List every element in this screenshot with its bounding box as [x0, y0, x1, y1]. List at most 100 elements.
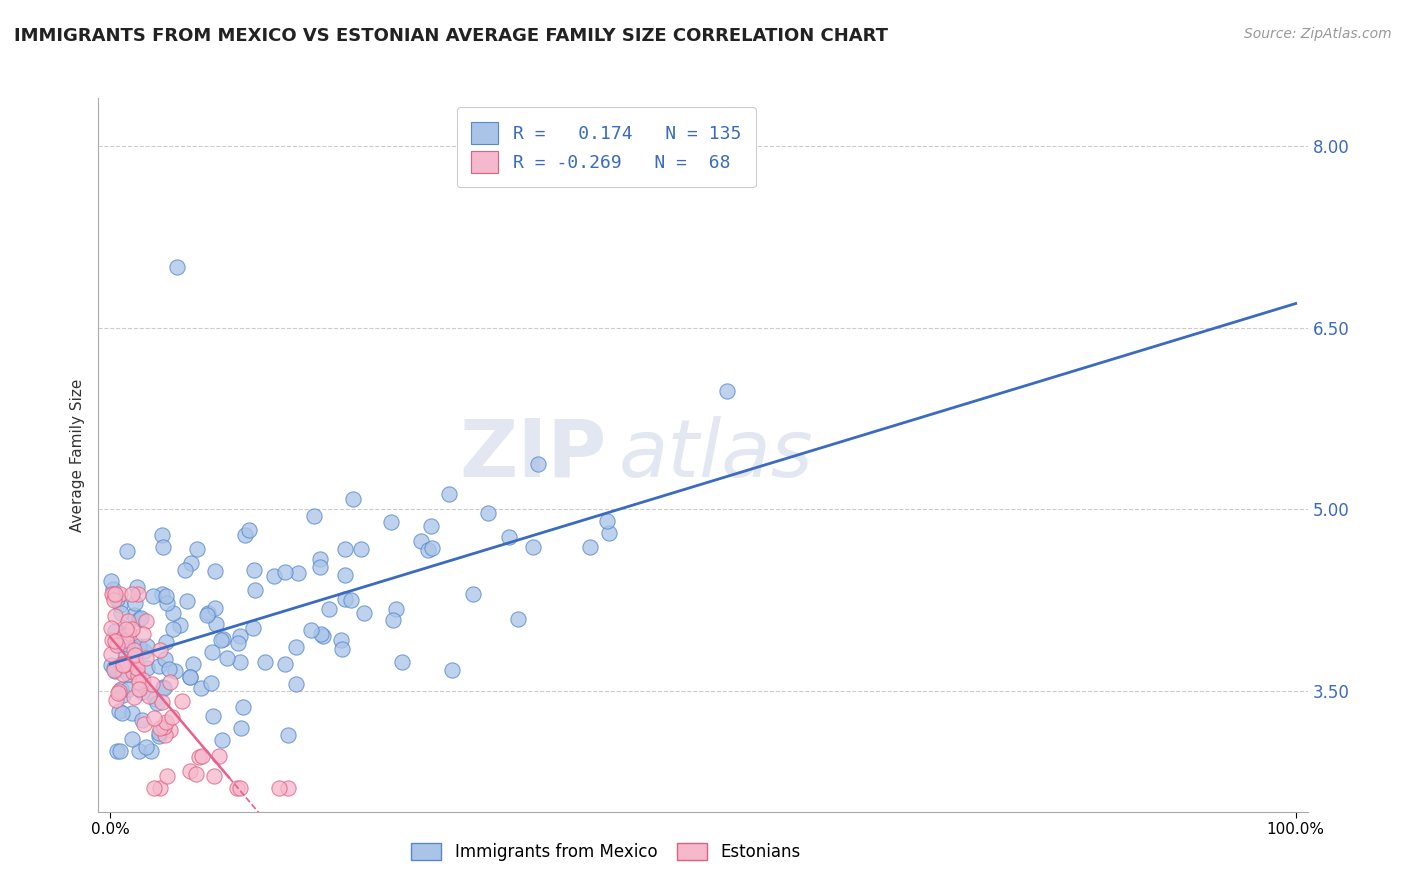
- Point: [108, 598, 131, 612]
- Point: [117, 615, 139, 629]
- Point: [107, 704, 129, 718]
- Point: [209, 632, 232, 647]
- Point: [157, 662, 180, 676]
- Point: [105, 591, 128, 606]
- Point: [498, 530, 520, 544]
- Point: [108, 744, 131, 758]
- Point: [155, 634, 177, 648]
- Point: [104, 665, 127, 679]
- Point: [152, 541, 174, 555]
- Point: [162, 622, 184, 636]
- Point: [111, 706, 134, 721]
- Point: [170, 694, 193, 708]
- Point: [138, 689, 160, 703]
- Point: [309, 627, 332, 641]
- Point: [201, 709, 224, 723]
- Point: [527, 457, 550, 471]
- Point: [146, 696, 169, 710]
- Point: [121, 587, 143, 601]
- Point: [179, 670, 201, 684]
- Point: [277, 780, 299, 795]
- Point: [153, 652, 176, 666]
- Point: [122, 690, 145, 705]
- Point: [114, 629, 136, 643]
- Point: [115, 637, 138, 651]
- Point: [141, 677, 163, 691]
- Point: [162, 710, 184, 724]
- Point: [165, 665, 187, 679]
- Point: [100, 574, 122, 588]
- Point: [409, 533, 432, 548]
- Point: [243, 562, 266, 576]
- Point: [176, 594, 198, 608]
- Point: [232, 699, 254, 714]
- Point: [155, 589, 177, 603]
- Text: atlas: atlas: [619, 416, 813, 494]
- Point: [104, 633, 127, 648]
- Point: [350, 542, 373, 557]
- Point: [100, 621, 122, 635]
- Point: [238, 523, 260, 537]
- Point: [477, 506, 499, 520]
- Point: [287, 566, 309, 580]
- Y-axis label: Average Family Size: Average Family Size: [69, 378, 84, 532]
- Point: [329, 633, 352, 648]
- Point: [112, 657, 135, 672]
- Point: [100, 658, 122, 673]
- Point: [128, 681, 150, 696]
- Point: [162, 606, 184, 620]
- Point: [416, 543, 439, 558]
- Point: [117, 624, 139, 639]
- Point: [131, 713, 153, 727]
- Point: [440, 663, 463, 677]
- Point: [353, 606, 375, 620]
- Point: [342, 491, 364, 506]
- Point: [299, 623, 322, 637]
- Point: [114, 646, 136, 660]
- Point: [217, 651, 239, 665]
- Point: [118, 664, 141, 678]
- Point: [596, 515, 619, 529]
- Point: [148, 726, 170, 740]
- Point: [422, 541, 444, 555]
- Point: [181, 657, 204, 671]
- Point: [105, 638, 128, 652]
- Point: [110, 606, 132, 620]
- Point: [148, 659, 170, 673]
- Point: [148, 729, 170, 743]
- Point: [103, 663, 125, 677]
- Point: [179, 764, 201, 778]
- Point: [716, 384, 738, 399]
- Point: [104, 693, 127, 707]
- Point: [174, 563, 197, 577]
- Point: [156, 769, 179, 783]
- Point: [115, 657, 138, 672]
- Point: [204, 601, 226, 615]
- Point: [103, 661, 125, 675]
- Point: [226, 780, 249, 795]
- Point: [226, 636, 249, 650]
- Point: [150, 587, 173, 601]
- Point: [228, 780, 250, 795]
- Point: [142, 589, 165, 603]
- Point: [117, 681, 139, 696]
- Point: [274, 565, 297, 579]
- Point: [335, 592, 357, 607]
- Point: [124, 643, 146, 657]
- Point: [103, 587, 125, 601]
- Point: [179, 670, 201, 684]
- Legend: Immigrants from Mexico, Estonians: Immigrants from Mexico, Estonians: [405, 836, 807, 868]
- Point: [277, 728, 299, 742]
- Point: [159, 723, 181, 737]
- Text: IMMIGRANTS FROM MEXICO VS ESTONIAN AVERAGE FAMILY SIZE CORRELATION CHART: IMMIGRANTS FROM MEXICO VS ESTONIAN AVERA…: [14, 27, 889, 45]
- Point: [274, 657, 297, 671]
- Point: [142, 780, 165, 795]
- Point: [302, 509, 325, 524]
- Point: [112, 667, 135, 681]
- Point: [104, 608, 127, 623]
- Point: [121, 622, 143, 636]
- Point: [122, 665, 145, 680]
- Point: [229, 656, 252, 670]
- Point: [112, 688, 135, 702]
- Point: [598, 526, 620, 541]
